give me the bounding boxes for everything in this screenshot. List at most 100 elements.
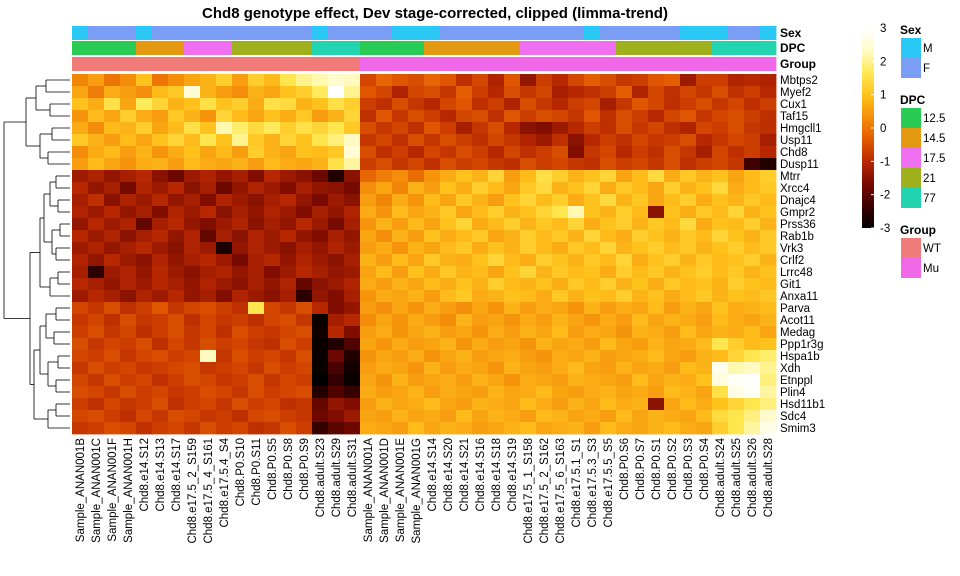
heatmap-cell bbox=[472, 170, 489, 183]
heatmap-cell bbox=[296, 326, 313, 339]
heatmap-cell bbox=[312, 158, 329, 171]
heatmap-cell bbox=[760, 254, 777, 267]
heatmap-cell bbox=[728, 110, 745, 123]
heatmap-cell bbox=[392, 194, 409, 207]
heatmap-cell bbox=[712, 254, 729, 267]
heatmap-cell bbox=[232, 314, 249, 327]
heatmap-cell bbox=[344, 206, 361, 219]
heatmap-cell bbox=[296, 410, 313, 423]
heatmap-cell bbox=[760, 86, 777, 99]
heatmap-cell bbox=[504, 350, 521, 363]
heatmap-cell bbox=[264, 362, 281, 375]
annotation-track-group bbox=[72, 57, 777, 71]
heatmap-cell bbox=[616, 314, 633, 327]
gene-label: Myef2 bbox=[780, 87, 811, 99]
heatmap-cell bbox=[712, 350, 729, 363]
heatmap-cell bbox=[264, 350, 281, 363]
heatmap-cell bbox=[264, 110, 281, 123]
annotation-cell bbox=[472, 41, 489, 55]
heatmap-cell bbox=[728, 86, 745, 99]
heatmap-cell bbox=[344, 242, 361, 255]
heatmap-cell bbox=[456, 302, 473, 315]
heatmap-cell bbox=[632, 398, 649, 411]
annotation-cell bbox=[248, 26, 265, 40]
heatmap-cell bbox=[296, 122, 313, 135]
heatmap-cell bbox=[504, 74, 521, 87]
heatmap-cell bbox=[728, 242, 745, 255]
heatmap-cell bbox=[664, 230, 681, 243]
heatmap-cell bbox=[120, 146, 137, 159]
annotation-cell bbox=[312, 26, 329, 40]
heatmap-cell bbox=[616, 242, 633, 255]
heatmap-cell bbox=[616, 194, 633, 207]
heatmap-cell bbox=[360, 182, 377, 195]
annotation-cell bbox=[72, 57, 89, 71]
heatmap-cell bbox=[696, 290, 713, 303]
heatmap-cell bbox=[88, 278, 105, 291]
heatmap-cell bbox=[680, 326, 697, 339]
heatmap-cell bbox=[200, 134, 217, 147]
heatmap-cell bbox=[648, 278, 665, 291]
heatmap-cell bbox=[248, 254, 265, 267]
heatmap-cell bbox=[360, 326, 377, 339]
heatmap-cell bbox=[696, 374, 713, 387]
gene-label: Anxa11 bbox=[780, 291, 818, 303]
heatmap-cell bbox=[152, 206, 169, 219]
heatmap-cell bbox=[232, 86, 249, 99]
heatmap-cell bbox=[728, 74, 745, 87]
heatmap-cell bbox=[264, 122, 281, 135]
heatmap-cell bbox=[408, 386, 425, 399]
annotation-cell bbox=[184, 41, 201, 55]
heatmap-cell bbox=[376, 338, 393, 351]
heatmap-cell bbox=[328, 338, 345, 351]
heatmap-cell bbox=[152, 266, 169, 279]
heatmap-cell bbox=[536, 314, 553, 327]
heatmap-cell bbox=[616, 110, 633, 123]
heatmap-cell bbox=[88, 194, 105, 207]
heatmap-cell bbox=[168, 218, 185, 231]
heatmap-cell bbox=[408, 158, 425, 171]
annotation-cell bbox=[456, 41, 473, 55]
heatmap-cell bbox=[440, 122, 457, 135]
heatmap-cell bbox=[120, 278, 137, 291]
heatmap-cell bbox=[312, 338, 329, 351]
heatmap-cell bbox=[136, 410, 153, 423]
heatmap-cell bbox=[440, 110, 457, 123]
heatmap-cell bbox=[152, 338, 169, 351]
heatmap-cell bbox=[424, 86, 441, 99]
heatmap-row-myef2 bbox=[72, 86, 777, 99]
sample-label: Sample_ANAN001C bbox=[91, 438, 103, 543]
heatmap-cell bbox=[392, 218, 409, 231]
annotation-cell bbox=[552, 57, 569, 71]
heatmap-cell bbox=[136, 254, 153, 267]
heatmap-cell bbox=[440, 398, 457, 411]
heatmap-cell bbox=[392, 86, 409, 99]
heatmap-cell bbox=[88, 158, 105, 171]
gene-label: Prss36 bbox=[780, 219, 816, 231]
heatmap-row-rab1b bbox=[72, 230, 777, 243]
heatmap-cell bbox=[248, 278, 265, 291]
heatmap-cell bbox=[200, 278, 217, 291]
heatmap-row-ppp1r3g bbox=[72, 338, 777, 351]
heatmap-cell bbox=[296, 218, 313, 231]
heatmap-cell bbox=[152, 122, 169, 135]
heatmap-cell bbox=[360, 398, 377, 411]
heatmap-cell bbox=[552, 86, 569, 99]
heatmap-cell bbox=[264, 422, 281, 435]
heatmap-cell bbox=[392, 182, 409, 195]
heatmap-cell bbox=[408, 98, 425, 111]
heatmap-cell bbox=[472, 350, 489, 363]
heatmap-cell bbox=[488, 122, 505, 135]
heatmap-cell bbox=[232, 278, 249, 291]
heatmap-cell bbox=[536, 362, 553, 375]
heatmap-cell bbox=[424, 170, 441, 183]
sample-label: Chd8.P0.S11 bbox=[251, 438, 263, 506]
heatmap-cell bbox=[728, 254, 745, 267]
heatmap-cell bbox=[312, 350, 329, 363]
sample-label: Chd8.adult.S26 bbox=[747, 438, 759, 517]
heatmap-cell bbox=[264, 146, 281, 159]
heatmap-cell bbox=[280, 290, 297, 303]
heatmap-cell bbox=[680, 266, 697, 279]
heatmap-cell bbox=[568, 398, 585, 411]
